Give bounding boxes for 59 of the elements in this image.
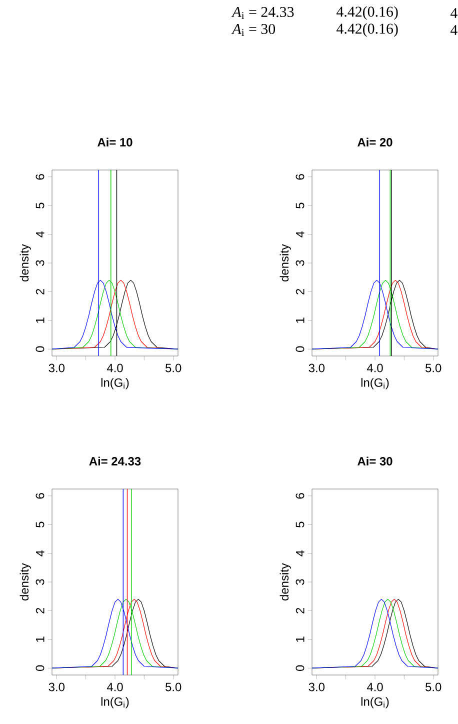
x-tick-label: 5.0 <box>166 682 182 692</box>
y-tick-label: 6 <box>296 174 304 180</box>
y-tick-label: 3 <box>296 579 304 585</box>
text: 4.42(0.16) <box>336 6 398 20</box>
y-tick-label: 1 <box>296 636 304 642</box>
y-tick-label: 3 <box>36 260 44 266</box>
chart-title: Ai= 30 <box>358 456 392 466</box>
x-tick-label: 3.0 <box>48 682 65 692</box>
y-tick-label: 2 <box>36 608 44 614</box>
y-axis-title: density <box>20 244 31 282</box>
y-tick-label: 5 <box>36 202 44 208</box>
y-tick-label: 6 <box>36 493 44 499</box>
chart-title: Ai= 10 <box>98 138 132 146</box>
text: A$_{i}$ = 30 <box>231 24 276 36</box>
chart-title: Ai= 20 <box>358 138 392 146</box>
x-tick-label: 4.0 <box>106 682 123 692</box>
x-tick-label: 3.0 <box>308 364 325 372</box>
y-tick-label: 1 <box>36 318 44 323</box>
y-tick-label: 5 <box>296 522 304 528</box>
x-axis-title: ln(G$_{i}$) <box>361 697 389 708</box>
y-tick-label: 1 <box>36 636 44 642</box>
y-tick-label: 0 <box>36 665 44 671</box>
x-axis-title: ln(G$_{i}$) <box>361 378 389 390</box>
text: 4 <box>450 25 458 35</box>
x-axis-title: ln(G$_{i}$) <box>101 378 129 390</box>
y-tick-label: 5 <box>36 522 44 528</box>
text: 4.42(0.16) <box>336 23 398 37</box>
y-tick-label: 4 <box>36 550 44 556</box>
y-tick-label: 4 <box>296 231 304 238</box>
x-tick-label: 4.0 <box>106 364 123 372</box>
y-tick-label: 2 <box>296 608 304 614</box>
text: 4 <box>450 8 458 18</box>
x-tick-label: 5.0 <box>166 364 182 372</box>
x-tick-label: 5.0 <box>426 364 442 372</box>
y-tick-label: 4 <box>36 231 44 238</box>
y-tick-label: 0 <box>296 665 304 671</box>
x-axis-title: ln(G$_{i}$) <box>101 697 129 708</box>
y-tick-label: 1 <box>296 318 304 323</box>
y-tick-label: 0 <box>36 346 44 352</box>
x-tick-label: 3.0 <box>308 682 325 692</box>
y-tick-label: 3 <box>36 579 44 585</box>
text: A$_{i}$ = 24.33 <box>231 6 294 20</box>
y-tick-label: 2 <box>296 288 304 294</box>
y-tick-label: 2 <box>36 288 44 294</box>
y-tick-label: 6 <box>296 493 304 499</box>
x-tick-label: 3.0 <box>48 364 65 372</box>
x-tick-label: 4.0 <box>366 682 383 692</box>
y-tick-label: 4 <box>296 550 304 556</box>
line-series <box>312 598 438 668</box>
y-axis-title: density <box>20 563 31 600</box>
chart-title: Ai= 24.33 <box>89 456 141 466</box>
y-axis-title: density <box>280 563 291 600</box>
x-tick-label: 4.0 <box>366 364 383 372</box>
y-tick-label: 3 <box>296 260 304 266</box>
y-tick-label: 6 <box>36 174 44 180</box>
y-tick-label: 0 <box>296 346 304 352</box>
x-tick-label: 5.0 <box>426 682 442 692</box>
y-tick-label: 5 <box>296 202 304 208</box>
y-axis-title: density <box>280 244 291 282</box>
